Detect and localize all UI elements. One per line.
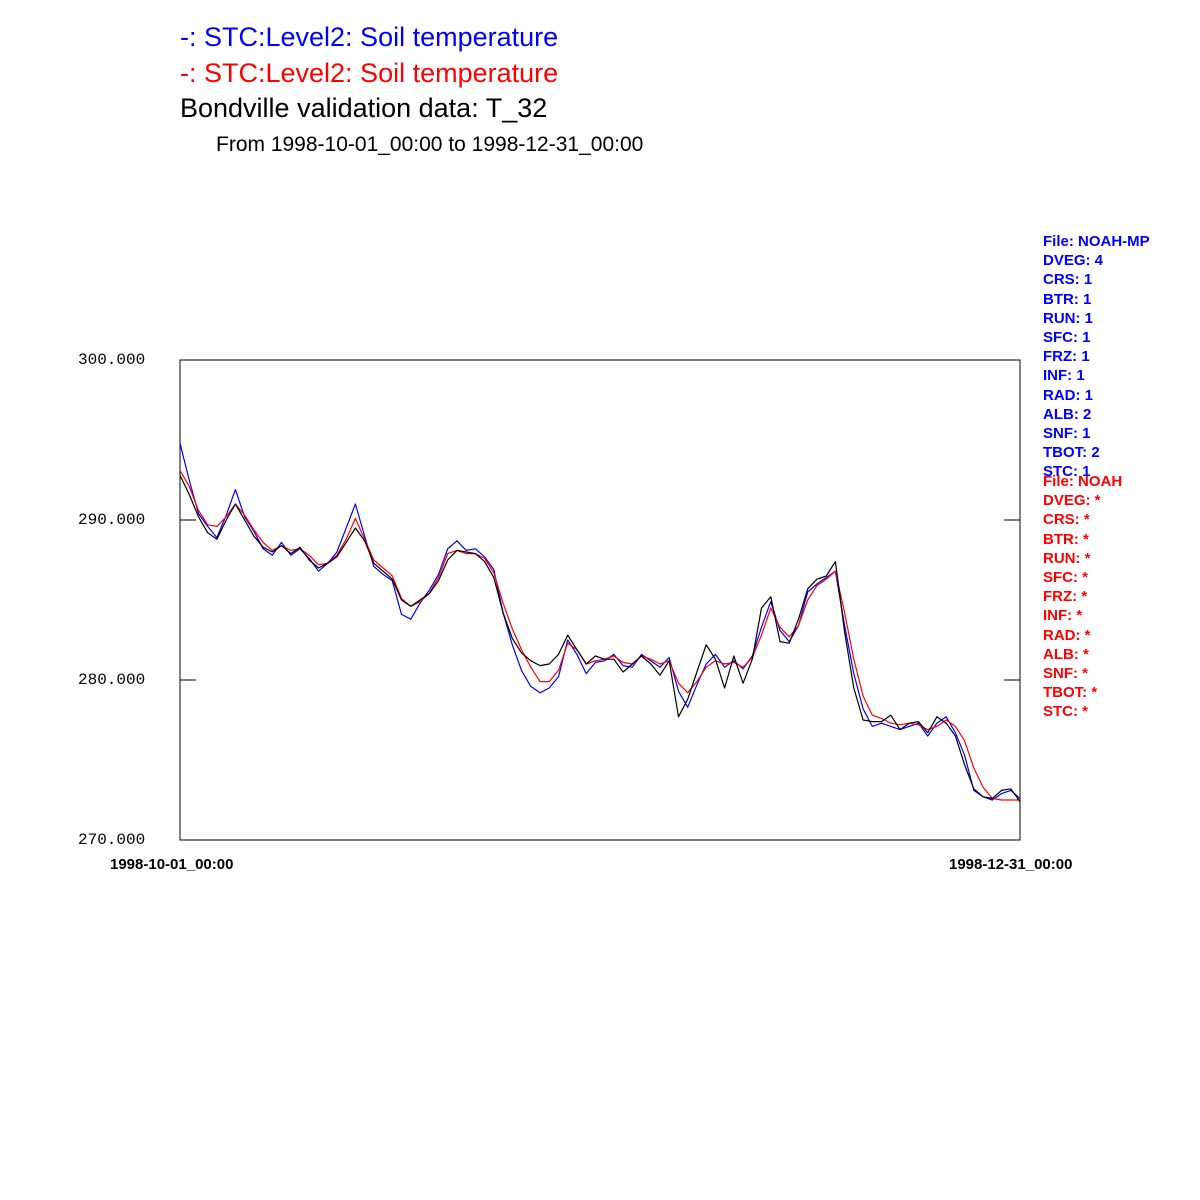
chart-title: Bondville validation data: T_32: [180, 93, 548, 123]
series-lines: [179, 443, 1021, 802]
run-info-item: ALB: *: [1043, 645, 1089, 663]
run-info-item: STC: *: [1043, 703, 1088, 721]
run-info-item: SFC: *: [1043, 568, 1088, 586]
run-info-red: File: NOAH DVEG: * CRS: * BTR: * RUN: * SFC: …: [1043, 472, 1122, 721]
y-axis-ticks: [180, 519, 1020, 681]
series-line-0: [179, 443, 1021, 801]
run-info-item: CRS: 1: [1043, 271, 1093, 289]
y-tick-label: 290.000: [78, 511, 146, 529]
run-info-item: RAD: 1: [1043, 386, 1094, 404]
run-info-item: ALB: 2: [1043, 405, 1092, 423]
run-info-item: RUN: *: [1043, 549, 1091, 567]
plot-frame: [179, 359, 1021, 841]
run-info-item: TBOT: *: [1043, 684, 1098, 702]
run-info-item: RAD: *: [1043, 626, 1091, 644]
run-info-item: FRZ: 1: [1043, 348, 1090, 366]
run-info-item: BTR: 1: [1043, 290, 1092, 308]
series-line-1: [179, 470, 1020, 801]
run-info-item: STC: 1: [1043, 463, 1091, 481]
x-tick-label-end: 1998-12-31_00:00: [949, 856, 1073, 873]
y-tick-label: 270.000: [78, 831, 146, 849]
legend-entry-blue: -: STC:Level2: Soil temperature: [180, 22, 559, 52]
y-tick-label: 300.000: [78, 351, 146, 369]
run-info-item: File: NOAH: [1043, 473, 1123, 490]
legend-entry-red: -: STC:Level2: Soil temperature: [180, 58, 559, 88]
y-tick-label: 280.000: [78, 671, 146, 689]
run-info-item: SNF: *: [1043, 664, 1088, 682]
run-info-item: SNF: 1: [1043, 424, 1091, 442]
run-info-blue: File: NOAH-MP DVEG: 4 CRS: 1 BTR: 1 RUN: 1 SF…: [1043, 232, 1150, 481]
run-info-item: SFC: 1: [1043, 328, 1091, 346]
run-info-item: File: NOAH-MP: [1043, 233, 1150, 250]
x-tick-label-start: 1998-10-01_00:00: [110, 856, 234, 873]
run-info-item: TBOT: 2: [1043, 444, 1100, 462]
chart-subtitle: From 1998-10-01_00:00 to 1998-12-31_00:0…: [216, 133, 644, 156]
run-info-item: RUN: 1: [1043, 309, 1094, 327]
run-info-item: FRZ: *: [1043, 588, 1088, 606]
series-line-2: [179, 474, 1021, 802]
run-info-item: CRS: *: [1043, 511, 1090, 529]
run-info-item: BTR: *: [1043, 530, 1089, 548]
run-info-item: DVEG: 4: [1043, 252, 1104, 270]
run-info-item: INF: *: [1043, 607, 1083, 625]
run-info-item: INF: 1: [1043, 367, 1085, 385]
run-info-item: DVEG: *: [1043, 492, 1101, 510]
